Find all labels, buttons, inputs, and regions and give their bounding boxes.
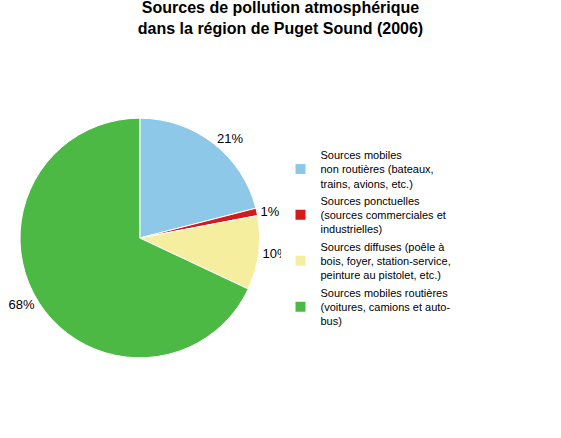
svg-text:Sources mobiles routières(voit: Sources mobiles routières(voitures, cami…	[321, 287, 451, 328]
svg-text:Sources mobilesnon routières (: Sources mobilesnon routières (bateaux,tr…	[321, 149, 434, 190]
svg-text:Sources de pollution atmosphér: Sources de pollution atmosphériquedans l…	[138, 0, 423, 37]
svg-text:21%: 21%	[217, 131, 243, 146]
svg-text:68%: 68%	[8, 297, 34, 312]
svg-text:1%: 1%	[261, 204, 280, 219]
svg-text:10%: 10%	[262, 245, 289, 261]
svg-text:Sources ponctuelles(sources co: Sources ponctuelles(sources commerciales…	[321, 195, 446, 236]
svg-text:Sources diffuses (poêle àbois,: Sources diffuses (poêle àbois, foyer, st…	[321, 241, 451, 282]
